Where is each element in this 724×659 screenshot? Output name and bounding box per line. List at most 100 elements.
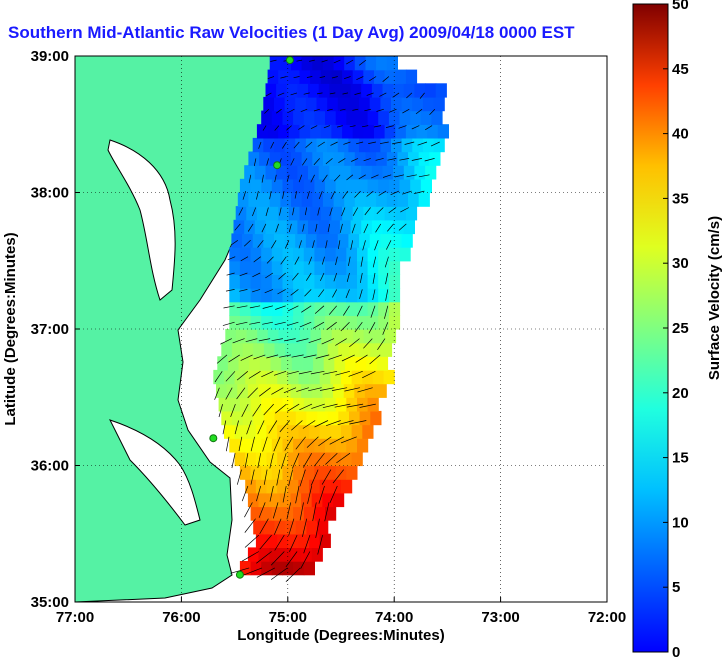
velocity-vector xyxy=(242,190,247,200)
heatmap-cell xyxy=(303,274,315,289)
velocity-vector xyxy=(259,518,269,534)
heatmap-cell xyxy=(321,329,333,344)
heatmap-cell xyxy=(399,178,411,194)
velocity-vector xyxy=(334,403,351,408)
heatmap-cell xyxy=(295,233,307,248)
heatmap-cell xyxy=(319,369,331,385)
heatmap-cell xyxy=(350,83,362,98)
heatmap-cell xyxy=(357,288,369,303)
heatmap-cell xyxy=(303,301,315,316)
heatmap-cell xyxy=(325,260,337,275)
velocity-vector xyxy=(333,174,341,182)
heatmap-cell xyxy=(365,192,377,207)
velocity-vector xyxy=(364,207,371,216)
heatmap-cell xyxy=(335,178,347,194)
velocity-vector xyxy=(358,174,366,180)
velocity-vector xyxy=(298,240,302,249)
velocity-vector xyxy=(350,240,354,250)
heatmap-cell xyxy=(239,301,252,316)
heatmap-cell xyxy=(287,451,299,467)
velocity-vector xyxy=(231,453,236,469)
heatmap-cell xyxy=(303,178,315,194)
heatmap-cell xyxy=(335,315,347,330)
heatmap-cell xyxy=(239,288,252,303)
heatmap-cell xyxy=(252,137,264,153)
heatmap-cell xyxy=(274,233,286,248)
velocity-vector xyxy=(256,485,262,502)
velocity-vector xyxy=(372,272,376,284)
heatmap-cell xyxy=(309,424,321,439)
heatmap-cell xyxy=(303,397,315,412)
heatmap-cell xyxy=(376,356,389,371)
heatmap-cell xyxy=(282,288,294,303)
colorbar-tick-label: 50 xyxy=(672,0,689,13)
heatmap-cell xyxy=(371,165,384,180)
heatmap-cell xyxy=(322,192,335,207)
heatmap-cell xyxy=(335,247,347,262)
velocity-vector xyxy=(315,354,330,359)
velocity-vector xyxy=(220,338,232,345)
velocity-vector xyxy=(319,387,335,391)
velocity-vector xyxy=(257,420,265,435)
heatmap-cell xyxy=(261,506,273,521)
heatmap-cell xyxy=(256,124,269,139)
velocity-vector xyxy=(335,256,338,266)
velocity-vector xyxy=(349,420,367,425)
y-tick-label: 35:00 xyxy=(31,594,69,611)
heatmap-cell xyxy=(327,410,339,426)
heatmap-cell xyxy=(295,520,307,535)
heatmap-cell xyxy=(341,369,353,385)
heatmap-cell xyxy=(333,192,345,207)
heatmap-cell xyxy=(429,151,441,166)
colorbar-tick-label: 40 xyxy=(672,126,689,143)
velocity-vector xyxy=(232,338,245,344)
velocity-vector xyxy=(321,256,325,265)
velocity-vector xyxy=(296,59,303,62)
heatmap-cell xyxy=(393,83,405,98)
heatmap-cell xyxy=(363,329,375,344)
velocity-vector xyxy=(252,403,262,417)
velocity-vector xyxy=(214,387,220,400)
heatmap-cell xyxy=(255,533,268,548)
heatmap-cell xyxy=(261,301,273,316)
heatmap-cell xyxy=(367,260,379,275)
heatmap-cell xyxy=(435,83,447,98)
heatmap-cell xyxy=(317,520,329,535)
heatmap-cell xyxy=(299,69,311,84)
heatmap-cell xyxy=(282,260,294,275)
heatmap-cell xyxy=(367,247,379,262)
velocity-vector xyxy=(321,338,335,345)
velocity-vector xyxy=(293,141,300,149)
heatmap-cell xyxy=(386,56,398,71)
heatmap-cell xyxy=(284,233,296,248)
velocity-vector xyxy=(306,191,310,199)
heatmap-cell xyxy=(250,561,262,576)
heatmap-cell xyxy=(401,233,413,248)
velocity-vector xyxy=(286,125,292,131)
heatmap-cell xyxy=(357,247,369,262)
velocity-vector xyxy=(376,207,384,215)
velocity-vector xyxy=(385,289,389,301)
velocity-vector xyxy=(333,59,341,64)
heatmap-cell xyxy=(357,260,369,275)
velocity-vector xyxy=(289,534,298,552)
heatmap-cell xyxy=(291,56,303,71)
heatmap-cell xyxy=(335,274,347,289)
velocity-vector xyxy=(335,370,350,376)
velocity-vector xyxy=(411,125,420,130)
velocity-vector xyxy=(230,567,250,574)
heatmap-cell xyxy=(314,247,326,262)
velocity-vector xyxy=(263,469,268,485)
heatmap-cell xyxy=(295,342,307,357)
heatmap-cell xyxy=(285,520,297,535)
heatmap-cell xyxy=(325,288,337,303)
heatmap-cell xyxy=(437,124,449,139)
velocity-vector xyxy=(328,305,337,315)
heatmap-cell xyxy=(293,110,305,125)
colorbar-label: Surface Velocity (cm/s) xyxy=(706,216,723,380)
heatmap-cell xyxy=(322,492,334,508)
velocity-vector xyxy=(312,240,315,249)
heatmap-cell xyxy=(271,288,283,303)
heatmap-cell xyxy=(388,288,401,303)
heatmap-cell xyxy=(295,410,307,426)
